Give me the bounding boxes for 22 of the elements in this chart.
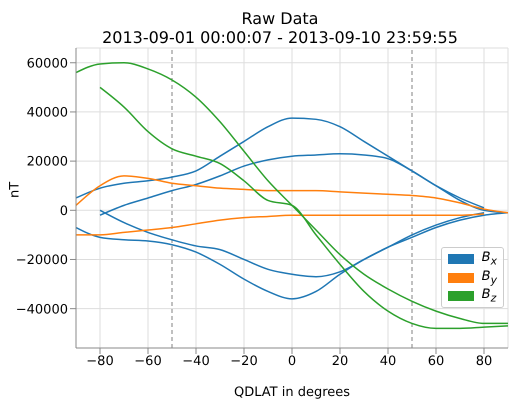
- x-tick-label: 20: [332, 354, 348, 370]
- y-tick-label: 60000: [26, 56, 68, 72]
- legend-label: B$_{y}$: [482, 268, 497, 286]
- legend-label: B$_{z}$: [482, 287, 496, 305]
- x-tick-label: 0: [288, 354, 296, 370]
- y-tick-label: −40000: [16, 302, 68, 318]
- x-tick-label: 40: [380, 354, 396, 370]
- chart-subtitle: 2013-09-01 00:00:07 - 2013-09-10 23:59:55: [102, 28, 458, 47]
- chart-title: Raw Data: [242, 9, 318, 28]
- x-tick-label: −80: [86, 354, 114, 370]
- y-tick-label: −20000: [16, 253, 68, 268]
- x-axis-title: QDLAT in degrees: [234, 385, 350, 400]
- x-tick-label: 80: [476, 354, 492, 370]
- y-tick-label: 40000: [26, 106, 68, 121]
- x-tick-label: 60: [428, 354, 444, 370]
- y-tick-label: 20000: [26, 154, 68, 170]
- y-tick-label: 0: [60, 204, 68, 219]
- x-tick-label: −20: [230, 354, 258, 370]
- y-axis-title: nT: [8, 182, 23, 198]
- legend-label: B$_{x}$: [482, 250, 497, 268]
- x-tick-label: −40: [182, 354, 210, 370]
- x-tick-label: −60: [134, 354, 162, 370]
